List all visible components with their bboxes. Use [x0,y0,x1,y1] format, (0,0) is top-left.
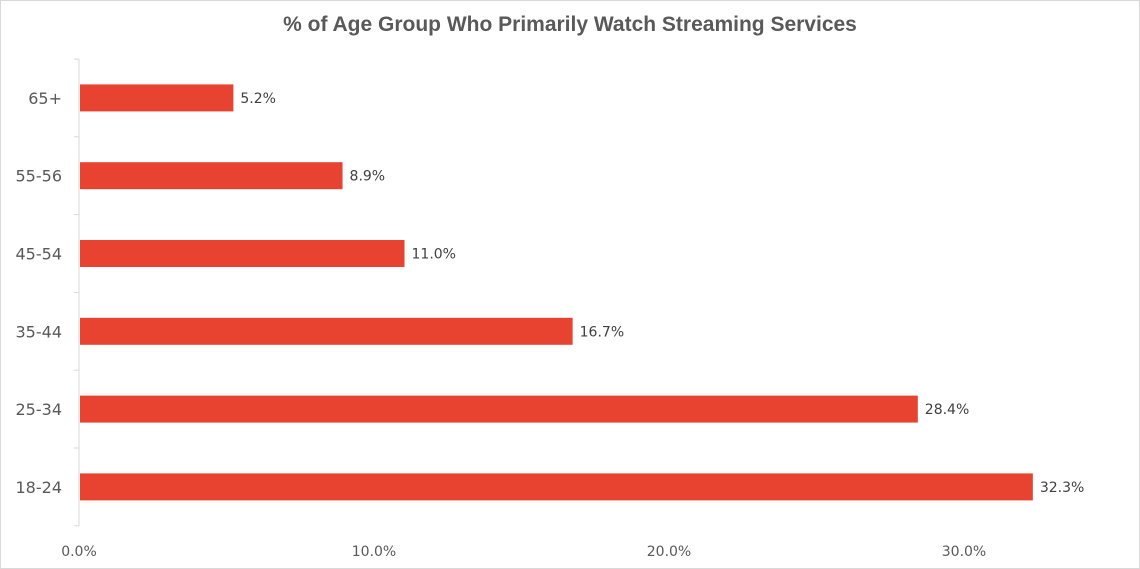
bar-65+ [80,84,234,112]
category-label: 25-34 [16,400,63,419]
bar-55-56 [80,162,343,190]
data-label: 16.7% [580,324,624,340]
category-label: 65+ [28,89,62,108]
x-tick-label: 30.0% [942,544,986,560]
bar-25-34 [80,395,918,423]
data-label: 11.0% [412,247,456,263]
data-label: 32.3% [1040,480,1084,496]
data-label: 8.9% [350,169,386,185]
bar-35-44 [80,317,573,345]
chart-title: % of Age Group Who Primarily Watch Strea… [283,13,857,36]
bar-45-54 [80,240,405,267]
category-label: 55-56 [16,167,63,186]
category-label: 45-54 [16,245,63,264]
data-label: 28.4% [925,402,969,418]
x-tick-label: 10.0% [352,544,396,560]
category-label: 18-24 [16,478,63,497]
data-label: 5.2% [240,91,276,107]
bar-18-24 [80,473,1033,501]
x-tick-label: 0.0% [61,544,97,560]
x-tick-label: 20.0% [647,544,691,560]
category-label: 35-44 [16,322,63,341]
